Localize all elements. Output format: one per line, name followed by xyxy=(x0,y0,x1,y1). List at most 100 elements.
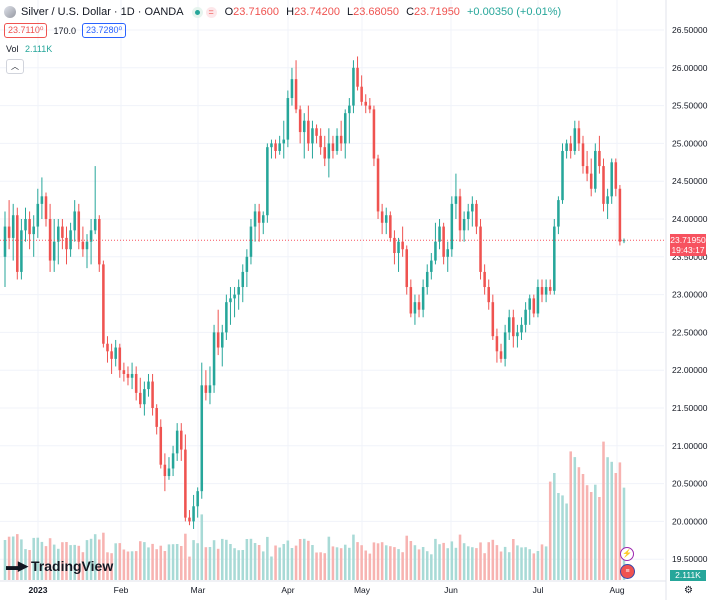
volume-bar xyxy=(364,550,368,580)
volume-bar xyxy=(118,543,122,580)
volume-bar xyxy=(237,550,240,580)
volume-bar xyxy=(487,542,490,580)
volume-bar xyxy=(200,514,204,580)
candle-body xyxy=(479,226,482,272)
volume-bar xyxy=(356,542,359,580)
sell-button[interactable]: 23.7110⁰ xyxy=(4,23,48,38)
volume-bar xyxy=(606,457,609,580)
ohlc-values: O23.71600 H23.74200 L23.68050 C23.71950 … xyxy=(225,6,562,18)
volume-bar xyxy=(319,552,322,580)
volume-bar xyxy=(143,542,146,580)
volume-bar xyxy=(130,551,134,580)
volume-bar xyxy=(175,544,179,580)
candle-body xyxy=(89,230,93,242)
candle-body xyxy=(307,120,310,144)
candle-body xyxy=(98,219,101,265)
lightning-icon[interactable]: ⚡ xyxy=(620,547,634,561)
volume-bar xyxy=(167,544,171,580)
volume-bar xyxy=(69,545,72,580)
y-tick-label: 24.50000 xyxy=(672,176,708,186)
tradingview-logo[interactable]: ▬▶ TradingView xyxy=(6,558,113,574)
market-status-icon[interactable] xyxy=(191,6,203,18)
candle-body xyxy=(438,226,441,242)
candle-body xyxy=(77,211,81,242)
volume-bar xyxy=(98,539,101,580)
volume-bar xyxy=(266,536,269,580)
volume-bar xyxy=(20,539,23,580)
volume-bar xyxy=(253,543,257,580)
candle-body xyxy=(536,287,540,314)
volume-bar xyxy=(389,546,392,580)
candle-body xyxy=(376,158,380,212)
x-tick-label: Aug xyxy=(609,585,624,595)
candle-body xyxy=(380,211,384,223)
volume-bar xyxy=(335,547,339,580)
volume-bar xyxy=(225,539,228,580)
volume-bar xyxy=(557,493,560,580)
candle-body xyxy=(134,373,138,393)
candle-body xyxy=(200,385,204,492)
candle-body xyxy=(540,287,544,295)
volume-bar xyxy=(307,540,310,580)
candle-body xyxy=(618,188,622,242)
volume-bar xyxy=(249,538,253,580)
candle-body xyxy=(528,298,531,310)
candle-body xyxy=(343,113,347,144)
candle-body xyxy=(278,143,281,151)
chevron-up-icon[interactable]: ︿ xyxy=(6,59,24,74)
volume-bar xyxy=(397,549,400,580)
candle-body xyxy=(581,143,585,167)
candle-body xyxy=(28,219,31,235)
volume-bar xyxy=(290,548,294,580)
volume-bar xyxy=(585,485,589,580)
equal-icon[interactable]: = xyxy=(205,6,217,18)
volume-bar xyxy=(594,484,597,580)
volume-bar xyxy=(151,543,154,580)
volume-bar xyxy=(274,545,277,580)
volume-bar xyxy=(401,552,404,580)
close-value: 23.71950 xyxy=(414,6,460,18)
candle-body xyxy=(364,101,368,106)
volume-bar xyxy=(524,547,527,580)
last-price-label: 23.71950 19:43:17 xyxy=(670,234,706,257)
volume-bar xyxy=(372,542,376,580)
volume-bar xyxy=(102,532,105,580)
volume-bar xyxy=(503,546,507,580)
candle-body xyxy=(73,211,76,231)
volume-bar xyxy=(413,545,417,580)
volume-bar xyxy=(339,548,343,580)
volume-bar xyxy=(52,544,56,580)
gear-icon[interactable]: ⚙ xyxy=(684,585,693,596)
candle-body xyxy=(471,203,474,212)
volume-bar xyxy=(155,549,158,580)
x-tick-label: Mar xyxy=(191,585,206,595)
candle-body xyxy=(516,332,519,337)
candle-body xyxy=(44,196,48,219)
candle-body xyxy=(565,143,568,151)
volume-bar xyxy=(315,552,318,580)
candle-body xyxy=(331,143,335,151)
us-flag-icon[interactable]: ≡ xyxy=(620,564,635,579)
candle-body xyxy=(434,241,437,261)
candle-body xyxy=(302,120,306,133)
y-tick-label: 22.50000 xyxy=(672,327,708,337)
y-tick-label: 24.00000 xyxy=(672,214,708,224)
buy-button[interactable]: 23.7280⁰ xyxy=(82,23,127,38)
tv-logo-icon: ▬▶ xyxy=(6,558,28,573)
volume-bar xyxy=(89,538,93,580)
candle-body xyxy=(237,287,240,295)
symbol-title[interactable]: Silver / U.S. Dollar · 1D · OANDA xyxy=(21,6,184,18)
volume-bar xyxy=(48,538,52,580)
volume-bar xyxy=(581,474,585,580)
x-tick-label: May xyxy=(354,585,371,595)
candle-body xyxy=(126,373,130,378)
candle-body xyxy=(114,347,117,359)
volume-bar xyxy=(507,552,511,580)
volume-bar xyxy=(261,551,265,580)
y-tick-label: 20.50000 xyxy=(672,479,708,489)
candle-body xyxy=(118,347,122,371)
candle-body xyxy=(544,287,548,295)
volume-bar xyxy=(561,495,564,580)
candle-body xyxy=(253,211,257,227)
